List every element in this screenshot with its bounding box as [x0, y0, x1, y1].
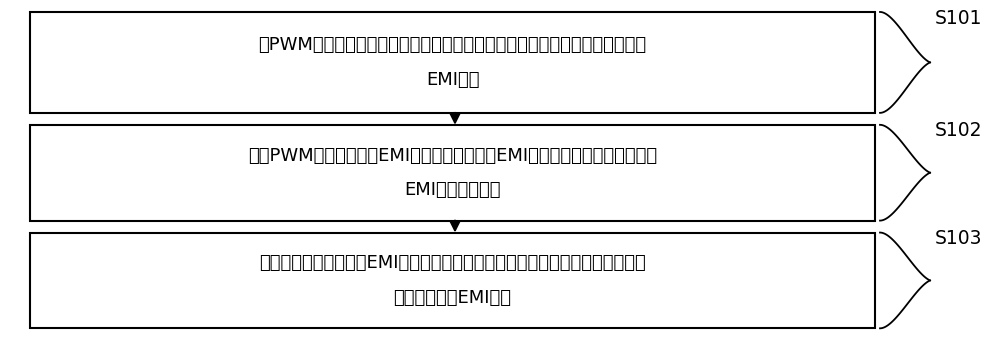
Text: EMI频谱: EMI频谱: [426, 70, 479, 89]
FancyBboxPatch shape: [30, 125, 875, 221]
Text: S102: S102: [935, 121, 982, 141]
Text: EMI滤波器的参数: EMI滤波器的参数: [404, 181, 501, 199]
FancyBboxPatch shape: [30, 12, 875, 113]
Text: S103: S103: [935, 229, 982, 248]
Text: 根据原始与混沌调制的EMI幅值确定运放所需增益，从而确定其有效带宽，测量: 根据原始与混沌调制的EMI幅值确定运放所需增益，从而确定其有效带宽，测量: [259, 254, 646, 272]
Text: 在PWM变换器中使用混沌调制代替定频调制，并测量原始与混沌调制后的共模: 在PWM变换器中使用混沌调制代替定频调制，并测量原始与混沌调制后的共模: [258, 36, 647, 54]
Text: S101: S101: [935, 9, 982, 28]
FancyBboxPatch shape: [30, 233, 875, 328]
Text: 滤波后的共模EMI频谱: 滤波后的共模EMI频谱: [394, 289, 512, 306]
Text: 分析PWM变换器的共模EMI通路，并根据有源EMI滤波器的原理拓扑设计有源: 分析PWM变换器的共模EMI通路，并根据有源EMI滤波器的原理拓扑设计有源: [248, 147, 657, 165]
